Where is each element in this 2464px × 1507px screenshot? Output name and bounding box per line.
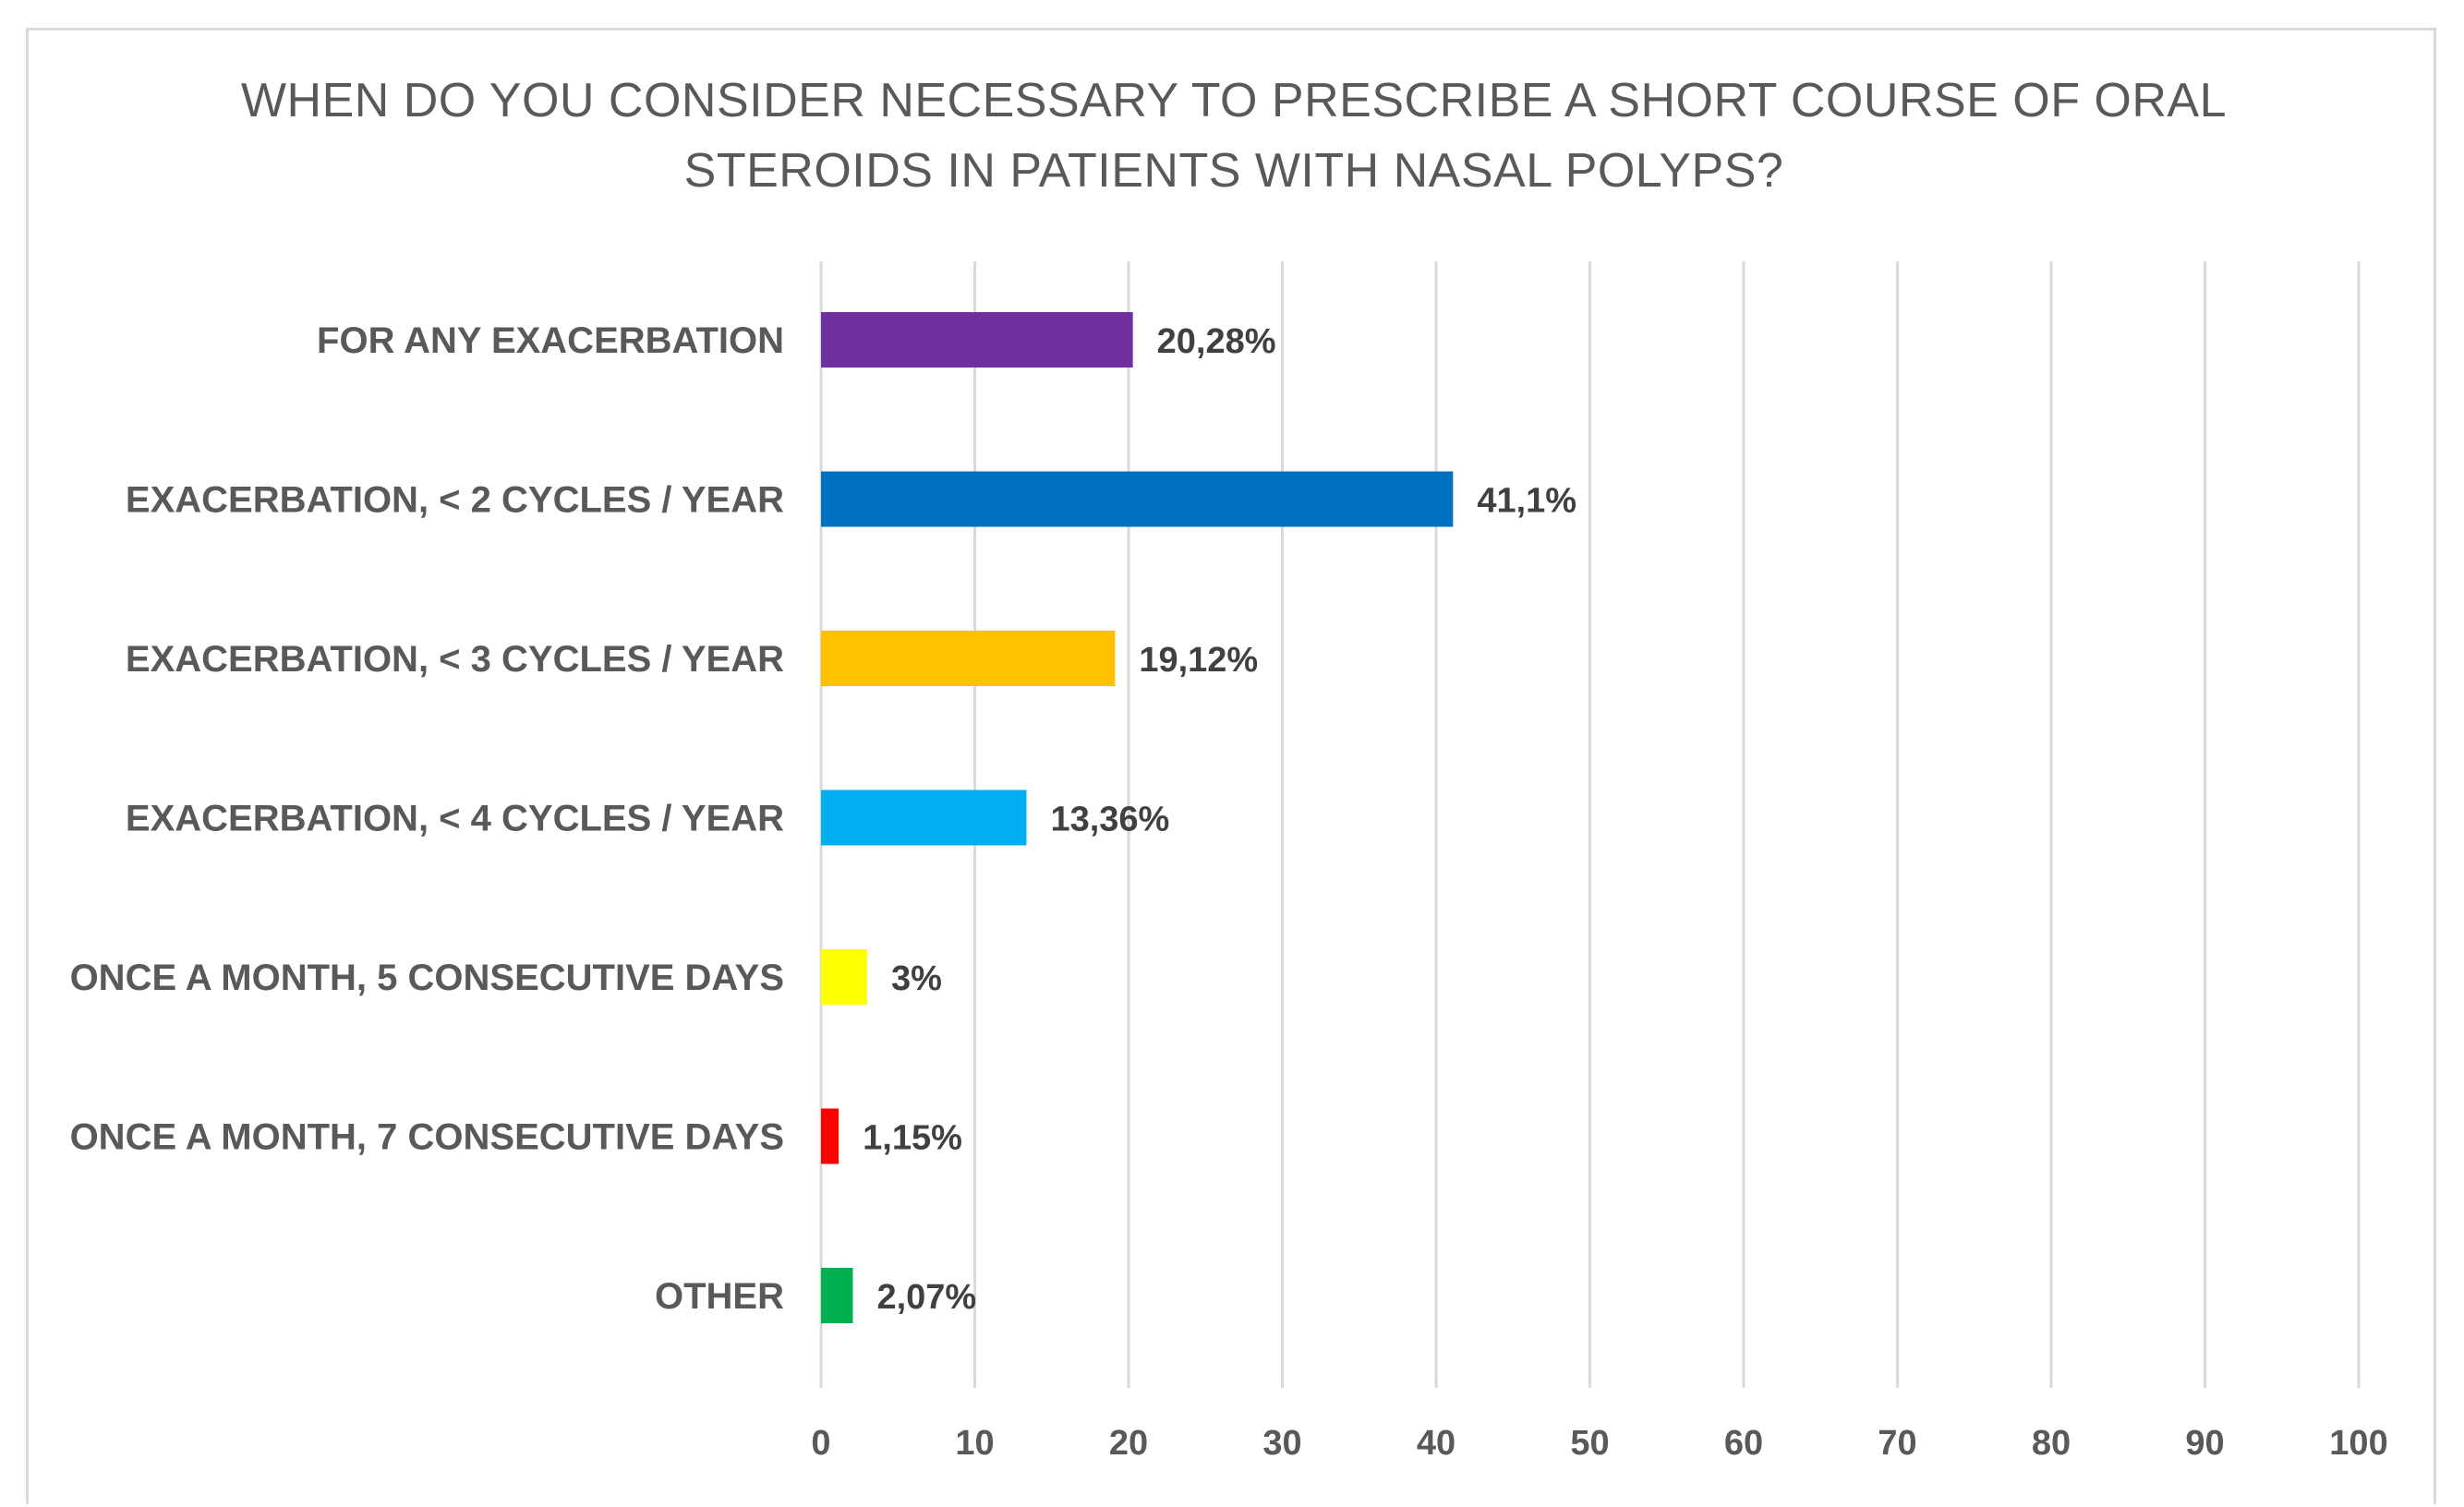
x-tick-label: 30 bbox=[1262, 1424, 1301, 1463]
category-label: OTHER bbox=[655, 1276, 784, 1317]
x-tick-label: 60 bbox=[1724, 1424, 1763, 1463]
bar bbox=[821, 1108, 839, 1164]
chart-title-line-1: WHEN DO YOU CONSIDER NECESSARY TO PRESCR… bbox=[240, 74, 2228, 127]
gridlines bbox=[819, 261, 2361, 1388]
data-label: 2,07% bbox=[876, 1278, 976, 1317]
x-tick-label: 80 bbox=[2032, 1424, 2071, 1463]
data-labels: 20,28% 41,1% 19,12% 13,36% 3% 1,15% 2,07% bbox=[863, 322, 1576, 1317]
data-label: 13,36% bbox=[1050, 801, 1169, 839]
chart-frame: WHEN DO YOU CONSIDER NECESSARY TO PRESCR… bbox=[26, 28, 2436, 1504]
category-labels: FOR ANY EXACERBATION EXACERBATION, < 2 CY… bbox=[70, 320, 785, 1317]
data-label: 20,28% bbox=[1157, 322, 1276, 361]
x-tick-label: 50 bbox=[1570, 1424, 1609, 1463]
bar bbox=[821, 949, 867, 1005]
x-tick-label: 90 bbox=[2185, 1424, 2224, 1463]
bar bbox=[821, 1268, 853, 1323]
bar bbox=[821, 312, 1133, 368]
x-tick-label: 70 bbox=[1878, 1424, 1916, 1463]
category-label: ONCE A MONTH, 7 CONSECUTIVE DAYS bbox=[70, 1117, 784, 1158]
category-label: EXACERBATION, < 2 CYCLES / YEAR bbox=[126, 480, 784, 521]
bar-chart: FOR ANY EXACERBATION EXACERBATION, < 2 CY… bbox=[70, 261, 2388, 1463]
x-tick-label: 20 bbox=[1109, 1424, 1148, 1463]
chart-title: WHEN DO YOU CONSIDER NECESSARY TO PRESCR… bbox=[29, 66, 2439, 206]
category-label: EXACERBATION, < 4 CYCLES / YEAR bbox=[126, 799, 784, 839]
data-label: 1,15% bbox=[863, 1119, 962, 1158]
bar bbox=[821, 471, 1454, 527]
x-axis-ticks: 0 10 20 30 40 50 60 70 80 90 100 bbox=[811, 1424, 2387, 1463]
bar bbox=[821, 790, 1027, 846]
x-tick-label: 40 bbox=[1417, 1424, 1455, 1463]
x-tick-label: 10 bbox=[955, 1424, 994, 1463]
x-tick-label: 0 bbox=[811, 1424, 830, 1463]
data-label: 41,1% bbox=[1477, 482, 1576, 521]
data-label: 19,12% bbox=[1139, 641, 1258, 680]
chart-title-line-2: STEROIDS IN PATIENTS WITH NASAL POLYPS? bbox=[683, 144, 1784, 198]
category-label: EXACERBATION, < 3 CYCLES / YEAR bbox=[126, 639, 784, 680]
data-label: 3% bbox=[891, 959, 942, 998]
bar bbox=[821, 631, 1116, 686]
bars bbox=[821, 312, 1454, 1323]
category-label: ONCE A MONTH, 5 CONSECUTIVE DAYS bbox=[70, 958, 784, 998]
category-label: FOR ANY EXACERBATION bbox=[317, 320, 784, 361]
x-tick-label: 100 bbox=[2329, 1424, 2387, 1463]
